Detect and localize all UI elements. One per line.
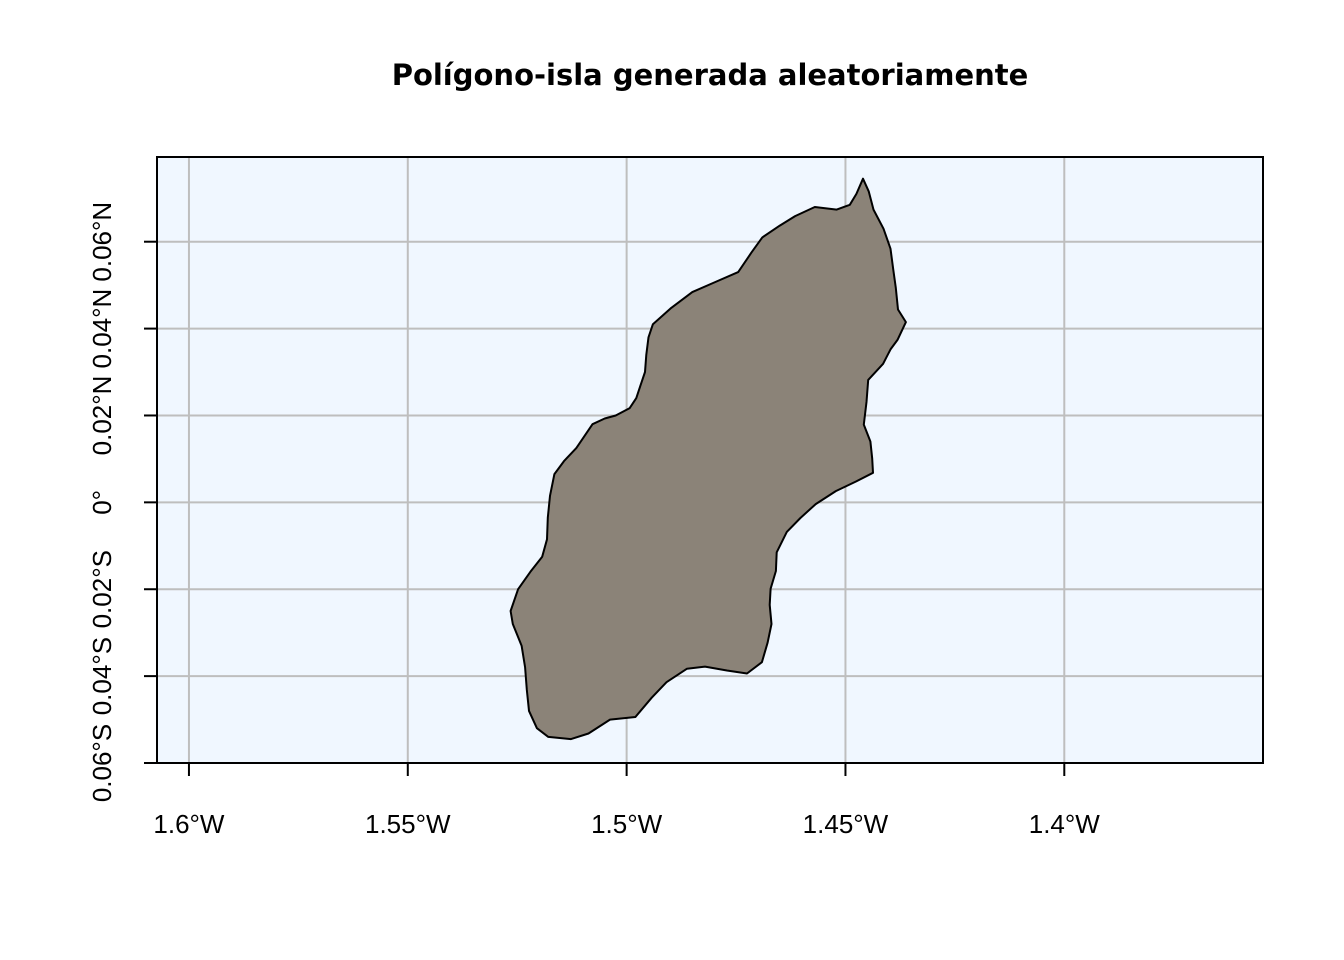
y-tick-label: 0.04°S <box>87 637 117 715</box>
x-tick-label: 1.4°W <box>1029 809 1101 839</box>
y-tick-label: 0.06°N <box>87 202 117 282</box>
x-tick-label: 1.5°W <box>591 809 663 839</box>
x-tick-label: 1.45°W <box>803 809 889 839</box>
y-tick-label: 0.02°S <box>87 550 117 628</box>
x-axis: 1.6°W 1.55°W 1.5°W 1.45°W 1.4°W <box>153 762 1101 839</box>
y-tick-label: 0.06°S <box>87 724 117 802</box>
x-tick-label: 1.6°W <box>153 809 225 839</box>
island-polygon <box>509 177 907 741</box>
x-tick-label: 1.55°W <box>365 809 451 839</box>
y-axis: 0.06°S 0.04°S 0.02°S 0° 0.02°N 0.04°N 0.06°N <box>87 202 158 802</box>
y-tick-label: 0° <box>87 490 117 515</box>
y-tick-label: 0.02°N <box>87 376 117 456</box>
map-title: Polígono-isla generada aleatoriamente <box>391 58 1029 92</box>
y-tick-label: 0.04°N <box>87 289 117 369</box>
